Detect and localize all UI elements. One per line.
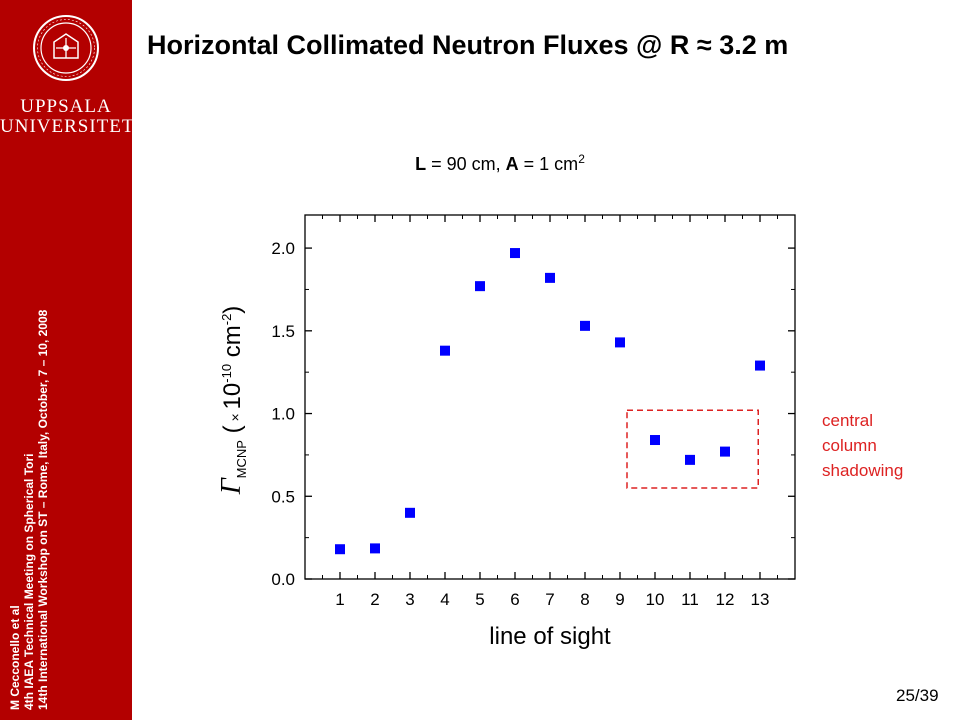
- shadowing-annotation: central column shadowing: [822, 411, 903, 480]
- slide-title: Horizontal Collimated Neutron Fluxes @ R…: [147, 30, 789, 60]
- x-axis-label: line of sight: [489, 623, 611, 650]
- university-seal-logo: [33, 15, 99, 81]
- plot-frame: [304, 214, 796, 580]
- logo-word-uppsala: UPPSALA: [20, 96, 112, 117]
- chart-title: L = 90 cm, A = 1 cm2: [415, 152, 585, 174]
- y-tick-label: 0.0: [271, 570, 295, 589]
- data-point: [685, 454, 695, 465]
- data-point: [545, 272, 555, 283]
- x-tick-label: 8: [580, 590, 589, 609]
- y-tick-label: 1.0: [271, 405, 295, 424]
- data-point: [755, 360, 765, 371]
- data-point: [370, 543, 380, 554]
- x-tick-label: 1: [335, 590, 344, 609]
- data-point: [580, 320, 590, 331]
- y-tick-label: 0.5: [271, 487, 295, 506]
- annotation-line: column: [822, 436, 877, 455]
- author-line: M Cecconello et al: [8, 605, 22, 710]
- workshop-line: 14th International Workshop on ST – Rome…: [36, 309, 50, 710]
- data-point: [650, 435, 660, 446]
- data-point: [615, 337, 625, 348]
- x-tick-label: 11: [681, 590, 699, 609]
- x-tick-label: 7: [545, 590, 554, 609]
- data-point: [510, 248, 520, 259]
- y-axis-label: ΓMCNP ( × 10-10 cm-2): [216, 306, 249, 496]
- page-number: 25/39: [896, 686, 939, 705]
- x-tick-label: 5: [475, 590, 484, 609]
- x-tick-label: 2: [370, 590, 379, 609]
- data-point: [720, 446, 730, 457]
- meeting-line: 4th IAEA Technical Meeting on Spherical …: [22, 453, 36, 710]
- x-tick-label: 4: [440, 590, 449, 609]
- data-point: [475, 281, 485, 292]
- annotation-line: shadowing: [822, 461, 903, 480]
- logo-word-universitet: UNIVERSITET: [0, 116, 135, 137]
- y-tick-label: 1.5: [271, 322, 295, 341]
- data-point: [440, 345, 450, 356]
- x-tick-label: 3: [405, 590, 414, 609]
- x-tick-label: 6: [510, 590, 519, 609]
- y-tick-label: 2.0: [271, 239, 295, 258]
- shadowing-highlight-box: [626, 409, 759, 489]
- data-point: [405, 507, 415, 518]
- x-tick-label: 9: [615, 590, 624, 609]
- sidebar-vertical-text: M Cecconello et al 4th IAEA Technical Me…: [8, 220, 68, 710]
- data-point: [335, 544, 345, 555]
- sidebar: UPPSALA UNIVERSITET M Cecconello et al 4…: [0, 0, 135, 720]
- x-tick-label: 10: [646, 590, 665, 609]
- annotation-line: central: [822, 411, 873, 430]
- x-tick-label: 12: [716, 590, 735, 609]
- x-tick-label: 13: [751, 590, 770, 609]
